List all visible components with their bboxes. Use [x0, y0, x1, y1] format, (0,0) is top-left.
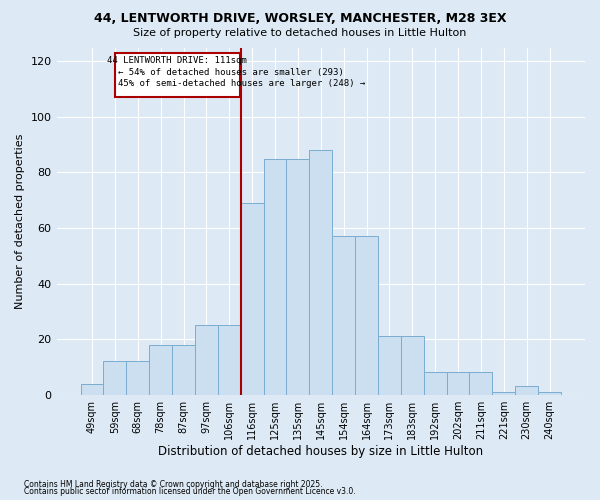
X-axis label: Distribution of detached houses by size in Little Hulton: Distribution of detached houses by size … [158, 444, 484, 458]
Bar [241, 203, 263, 394]
Text: 45% of semi-detached houses are larger (248) →: 45% of semi-detached houses are larger (… [118, 80, 365, 88]
Bar [378, 336, 401, 394]
Bar [538, 392, 561, 394]
Text: Size of property relative to detached houses in Little Hulton: Size of property relative to detached ho… [133, 28, 467, 38]
Text: 44, LENTWORTH DRIVE, WORSLEY, MANCHESTER, M28 3EX: 44, LENTWORTH DRIVE, WORSLEY, MANCHESTER… [94, 12, 506, 26]
Bar [469, 372, 493, 394]
Bar [286, 158, 310, 394]
Bar [103, 362, 127, 394]
Bar [172, 344, 195, 395]
Bar [195, 326, 218, 394]
Text: Contains public sector information licensed under the Open Government Licence v3: Contains public sector information licen… [24, 488, 356, 496]
Text: 44 LENTWORTH DRIVE: 111sqm: 44 LENTWORTH DRIVE: 111sqm [107, 56, 247, 65]
Bar [310, 150, 332, 394]
Bar [127, 362, 149, 394]
Bar [493, 392, 515, 394]
Bar [515, 386, 538, 394]
Bar [149, 344, 172, 395]
Bar [332, 236, 355, 394]
Bar [263, 158, 286, 394]
Text: ← 54% of detached houses are smaller (293): ← 54% of detached houses are smaller (29… [118, 68, 344, 78]
Bar [446, 372, 469, 394]
Bar [218, 326, 241, 394]
Y-axis label: Number of detached properties: Number of detached properties [15, 134, 25, 309]
Bar [424, 372, 446, 394]
Text: Contains HM Land Registry data © Crown copyright and database right 2025.: Contains HM Land Registry data © Crown c… [24, 480, 323, 489]
Bar [355, 236, 378, 394]
Bar [80, 384, 103, 394]
Bar [401, 336, 424, 394]
Bar [115, 53, 239, 98]
